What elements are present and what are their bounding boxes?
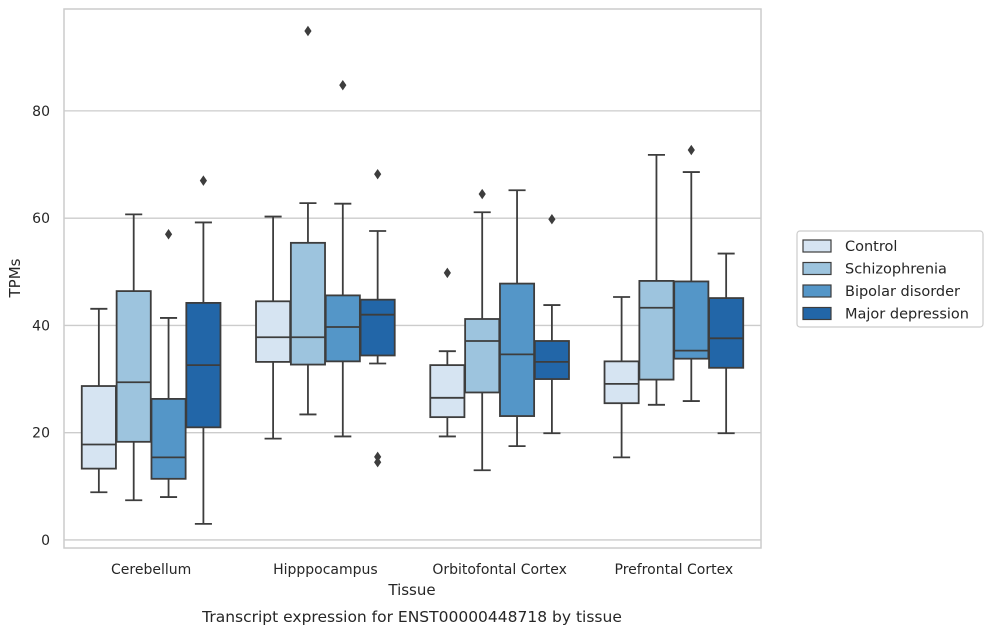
box-schizophrenia — [289, 25, 326, 416]
x-tick-label: Cerebellum — [111, 562, 191, 578]
box-major-depression — [359, 168, 396, 468]
iqr-box — [289, 241, 326, 366]
iqr-box — [533, 340, 570, 380]
iqr-box — [324, 294, 361, 363]
box-schizophrenia — [638, 153, 675, 406]
legend-label: Bipolar disorder — [845, 284, 960, 300]
iqr-box — [115, 290, 152, 443]
iqr-box — [359, 298, 396, 357]
iqr-box — [150, 398, 187, 480]
legend-frame — [796, 230, 984, 328]
iqr-box — [464, 318, 501, 394]
y-tick-label: 0 — [41, 533, 50, 549]
x-tick-label: Prefrontal Cortex — [615, 562, 734, 578]
box-major-depression — [533, 214, 570, 435]
outlier-point — [374, 168, 382, 180]
box-control — [80, 307, 117, 494]
outlier-point — [443, 267, 451, 279]
legend-label: Schizophrenia — [845, 262, 947, 278]
outlier-point — [304, 25, 312, 37]
iqr-box — [708, 297, 745, 369]
x-axis-label: Tissue — [387, 581, 435, 599]
iqr-box — [603, 360, 640, 405]
box-bipolar-disorder — [324, 79, 361, 438]
legend-label: Control — [845, 239, 897, 255]
iqr-box — [255, 300, 292, 363]
outlier-point — [339, 79, 347, 91]
y-tick-label: 20 — [32, 426, 50, 442]
iqr-box — [80, 385, 117, 470]
outlier-point — [374, 456, 382, 468]
outlier-point — [478, 188, 486, 200]
iqr-box — [638, 280, 675, 381]
legend-swatch — [802, 306, 832, 321]
box-control — [429, 267, 466, 438]
legend: Control Schizophrenia Bipolar disorder Majo… — [796, 230, 984, 328]
box-bipolar-disorder — [499, 189, 536, 447]
outlier-point — [548, 214, 556, 225]
x-tick-labels: Cerebellum Hipppocampus Orbitofontal Corte… — [111, 562, 733, 578]
y-tick-labels: 0 20 40 60 80 — [32, 104, 50, 549]
y-tick-label: 40 — [32, 318, 50, 334]
outlier-point — [687, 144, 695, 156]
outlier-point — [164, 229, 173, 240]
iqr-box — [673, 280, 710, 360]
chart-caption: Transcript expression for ENST0000044871… — [201, 608, 622, 626]
x-tick-label: Orbitofontal Cortex — [432, 562, 567, 578]
legend-label: Major depression — [845, 307, 969, 323]
x-tick-label: Hipppocampus — [273, 562, 378, 578]
y-axis-label: TPMs — [6, 258, 24, 298]
outlier-point — [199, 175, 207, 186]
box-groups — [80, 25, 745, 525]
iqr-box — [499, 282, 536, 417]
y-tick-label: 80 — [32, 104, 50, 120]
box-control — [255, 215, 292, 440]
box-major-depression — [708, 252, 745, 435]
plot-frame — [63, 8, 762, 549]
box-major-depression — [185, 175, 222, 525]
legend-swatch — [802, 284, 832, 298]
box-bipolar-disorder — [673, 144, 710, 402]
box-bipolar-disorder — [150, 229, 187, 498]
box-control — [603, 296, 640, 459]
outlier-point — [374, 451, 382, 463]
box-schizophrenia — [115, 213, 152, 502]
iqr-box — [429, 364, 466, 419]
y-tick-label: 60 — [32, 211, 50, 227]
legend-swatch — [802, 239, 832, 253]
legend-swatch — [802, 261, 832, 276]
